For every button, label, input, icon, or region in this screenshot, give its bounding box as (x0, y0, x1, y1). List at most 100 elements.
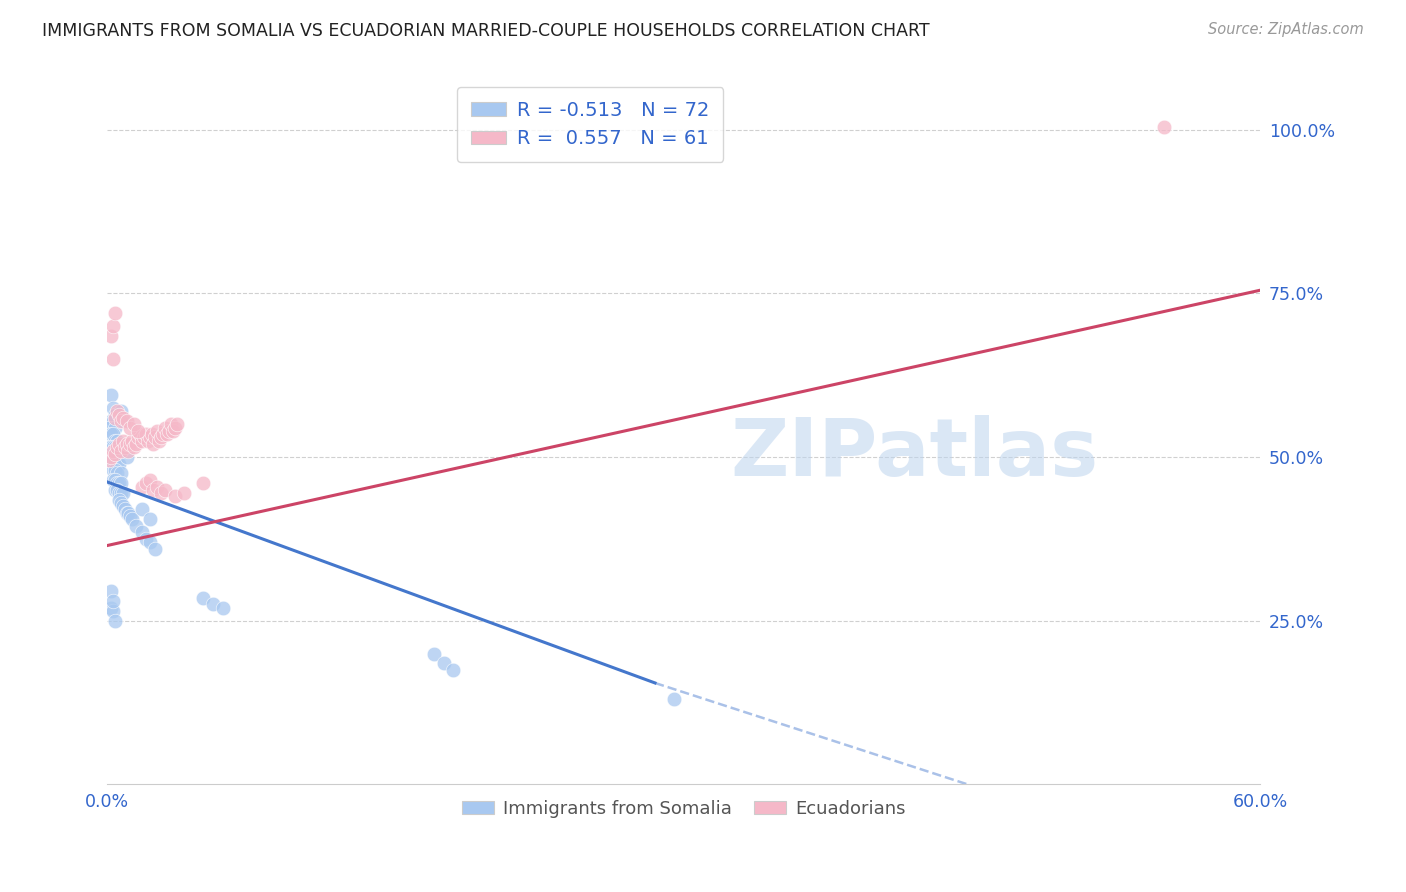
Point (148, 434, 170, 448)
Point (163, 420, 186, 434)
Point (111, 434, 134, 448)
Point (101, 440, 124, 454)
Point (152, 427, 174, 442)
Point (145, 430, 167, 444)
Point (115, 450, 138, 464)
Point (104, 420, 127, 434)
Point (110, 496, 132, 510)
Point (153, 483, 176, 497)
Point (110, 486, 132, 500)
Point (115, 437, 138, 451)
Point (100, 450, 122, 464)
Point (100, 414, 122, 428)
Point (433, 657, 456, 671)
Point (104, 447, 127, 461)
Point (125, 437, 148, 451)
Point (111, 500, 134, 514)
Point (104, 306, 127, 320)
Point (105, 457, 128, 471)
Point (138, 430, 160, 444)
Legend: Immigrants from Somalia, Ecuadorians: Immigrants from Somalia, Ecuadorians (454, 792, 912, 825)
Point (142, 483, 165, 497)
Point (135, 532, 157, 546)
Point (101, 447, 124, 461)
Point (100, 329, 122, 343)
Point (122, 417, 145, 432)
Point (101, 443, 124, 458)
Point (121, 512, 143, 526)
Point (138, 473, 160, 487)
Point (117, 506, 139, 520)
Point (159, 417, 181, 432)
Point (101, 604, 124, 618)
Point (131, 479, 153, 493)
Point (110, 476, 132, 491)
Point (104, 447, 127, 461)
Point (108, 437, 131, 451)
Point (141, 427, 163, 442)
Point (100, 440, 122, 454)
Point (145, 541, 167, 556)
Point (146, 424, 169, 438)
Point (142, 437, 165, 451)
Point (100, 600, 122, 615)
Point (211, 600, 233, 615)
Point (157, 424, 180, 438)
Point (122, 440, 145, 454)
Point (146, 479, 169, 493)
Point (98, 453, 121, 467)
Point (100, 388, 122, 402)
Point (101, 594, 124, 608)
Text: Source: ZipAtlas.com: Source: ZipAtlas.com (1208, 22, 1364, 37)
Point (100, 453, 122, 467)
Text: ZIPatlas: ZIPatlas (730, 415, 1098, 493)
Point (441, 663, 464, 677)
Point (136, 434, 159, 448)
Point (104, 410, 127, 425)
Point (115, 506, 138, 520)
Point (108, 408, 131, 422)
Point (121, 434, 143, 448)
Point (423, 647, 446, 661)
Point (131, 525, 153, 540)
Point (132, 430, 155, 444)
Point (104, 408, 127, 422)
Point (105, 467, 128, 481)
Point (150, 430, 173, 444)
Point (110, 414, 132, 428)
Point (131, 502, 153, 516)
Point (105, 483, 128, 497)
Point (114, 440, 136, 454)
Point (129, 427, 152, 442)
Point (104, 440, 127, 454)
Point (202, 598, 225, 612)
Point (120, 437, 142, 451)
Point (1153, 120, 1175, 134)
Point (127, 424, 149, 438)
Point (150, 486, 173, 500)
Point (104, 453, 127, 467)
Point (173, 486, 195, 500)
Point (98, 440, 121, 454)
Point (101, 473, 124, 487)
Point (100, 584, 122, 599)
Point (117, 443, 139, 458)
Point (101, 351, 124, 366)
Point (111, 414, 134, 428)
Point (101, 414, 124, 428)
Point (108, 492, 131, 507)
Point (193, 476, 215, 491)
Point (163, 489, 186, 503)
Point (105, 443, 128, 458)
Point (105, 434, 128, 448)
Point (125, 519, 148, 533)
Point (115, 414, 138, 428)
Point (135, 427, 157, 442)
Point (108, 457, 131, 471)
Point (98, 453, 121, 467)
Point (101, 463, 124, 477)
Point (153, 420, 176, 434)
Point (98, 420, 121, 434)
Point (162, 424, 184, 438)
Point (193, 591, 215, 605)
